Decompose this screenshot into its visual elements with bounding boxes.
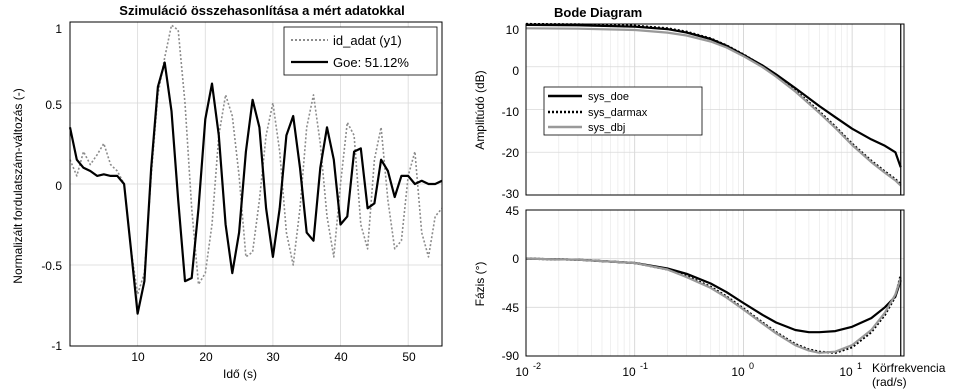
legend-label-sys-dbj: sys_dbj [588,122,625,134]
bode-xlabel-line1: Körfrekvencia [872,361,946,375]
bode-xlabel-line2: (rad/s) [872,375,907,389]
legend-label-sys-darmax: sys_darmax [588,107,648,119]
bode-xtick-exp: 1 [857,361,862,371]
bode-xtick-1e-1: 10 -1 [622,361,648,379]
bode-xtick-1e1: 10 1 [839,361,862,379]
phase-ytick-0: 0 [512,252,519,266]
left-axes-box [69,21,443,347]
mag-ytick-0: 0 [512,64,519,78]
phase-plot-area [526,210,904,356]
phase-series-line-2 [525,257,902,354]
left-ytick-1: 1 [55,22,62,36]
left-xtick-10: 10 [131,350,145,364]
bode-xtick-base: 10 [515,365,529,379]
legend-label-goe: Goe: 51.12% [333,55,409,70]
bode-xtick-exp: -1 [640,361,648,371]
left-ylabel: Normalizált fordulatszám-változás (-) [11,88,25,283]
mag-series-line-2 [525,27,902,187]
mag-ytick--20: -20 [502,146,520,160]
phase-ytick--45: -45 [502,301,520,315]
left-chart: Szimuláció összehasonlítása a mért adato… [11,3,443,381]
left-xlabel: Idő (s) [223,367,257,381]
bode-xtick-base: 10 [622,365,636,379]
legend-label-id-adat: id_adat (y1) [333,33,402,48]
bode-xtick-exp: 0 [749,361,754,371]
left-legend: id_adat (y1) Goe: 51.12% [283,26,438,76]
left-xtick-50: 50 [402,350,416,364]
left-ytick-0: 0 [55,179,62,193]
left-chart-title: Szimuláció összehasonlítása a mért adato… [119,3,404,18]
mag-axes-box [525,23,905,196]
phase-lines [525,210,902,356]
left-ytick-0.5: 0.5 [45,98,62,112]
phase-axes-box [525,209,905,357]
mag-ytick--10: -10 [502,105,520,119]
phase-ylabel: Fázis (°) [473,262,487,307]
mag-ylabel: Amplitúdó (dB) [473,70,487,149]
bode-legend: sys_doe sys_darmax sys_dbj [543,86,703,136]
mag-ytick-10: 10 [506,23,520,37]
left-lines [68,24,443,315]
bode-xtick-1e-2: 10 -2 [515,361,541,379]
left-legend-box [283,26,438,76]
bode-chart: Bode Diagram 10 0 -10 -20 -30 Amplitúdó … [473,5,946,389]
mag-ytick--30: -30 [502,187,520,201]
bode-title: Bode Diagram [554,5,642,20]
bode-xtick-exp: -2 [533,361,541,371]
left-ytick--0.5: -0.5 [41,259,62,273]
left-xtick-40: 40 [334,350,348,364]
left-series-line-1 [68,61,443,315]
left-xtick-30: 30 [266,350,280,364]
phase-ytick--90: -90 [502,349,520,363]
phase-ytick-45: 45 [506,204,520,218]
bode-xtick-base: 10 [839,365,853,379]
left-xtick-20: 20 [199,350,213,364]
legend-label-sys-doe: sys_doe [588,91,629,103]
bode-xtick-1e0: 10 0 [731,361,754,379]
left-ytick--1: -1 [51,339,62,353]
mag-grid [525,23,905,196]
mag-lines [525,22,902,195]
bode-xtick-base: 10 [731,365,745,379]
